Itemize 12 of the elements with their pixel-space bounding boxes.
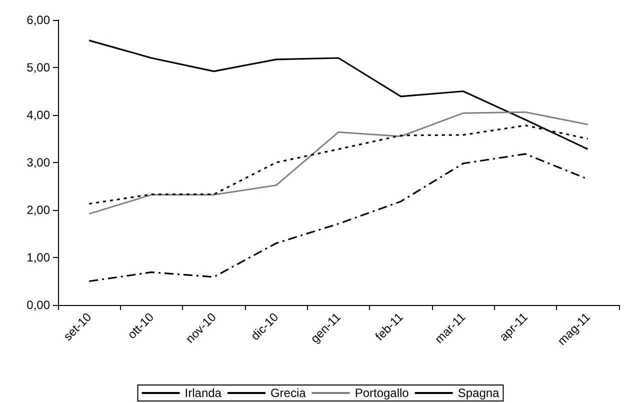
legend-label: Grecia [270, 386, 306, 400]
y-tick-label: 3,00 [26, 156, 50, 170]
legend-label: Portogallo [354, 386, 410, 400]
y-tick-label: 4,00 [26, 108, 50, 122]
legend-label: Spagna [458, 386, 500, 400]
y-tick-label: 5,00 [26, 60, 50, 74]
y-tick-label: 1,00 [26, 250, 50, 264]
line-series [88, 111, 589, 215]
y-tick-label: 6,00 [26, 13, 50, 27]
legend-label: Irlanda [184, 386, 222, 400]
y-tick-label: 0,00 [26, 298, 50, 312]
y-tick-label: 2,00 [26, 203, 50, 217]
